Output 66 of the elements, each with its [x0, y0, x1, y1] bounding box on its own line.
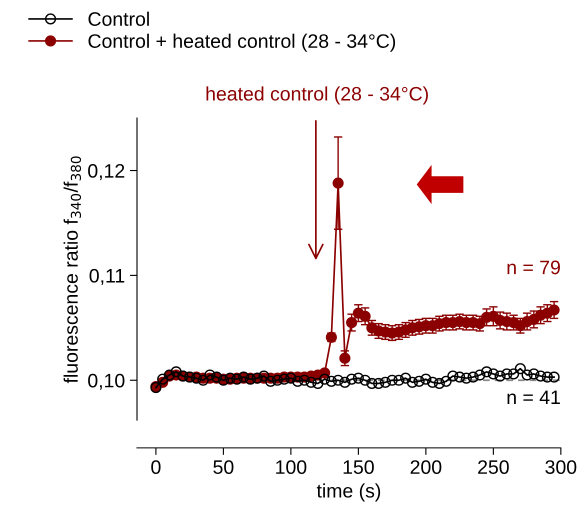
y-tick-label: 0,10: [88, 374, 124, 390]
point: [298, 374, 310, 386]
x-tick-label: 200: [410, 460, 442, 474]
point: [488, 368, 499, 380]
point: [468, 372, 479, 383]
point: [494, 370, 506, 382]
point: [339, 376, 350, 388]
point: [366, 378, 378, 389]
point: [440, 376, 452, 387]
x-tick-label: 150: [344, 460, 374, 474]
point: [326, 376, 337, 387]
point: [406, 376, 418, 388]
point: [514, 363, 526, 374]
point: [522, 369, 533, 381]
point: [528, 368, 540, 380]
point: [548, 304, 560, 316]
point: [319, 374, 330, 385]
point: [548, 372, 560, 383]
y-tick-label: 0,11: [90, 268, 124, 285]
y-tick-label: 0,12: [88, 164, 124, 180]
legend-label: Control + heated control (28 - 34°C): [88, 34, 396, 52]
point: [400, 372, 412, 384]
point: [204, 369, 216, 381]
point: [481, 366, 492, 378]
point: [332, 374, 344, 386]
point: [535, 370, 546, 382]
point: [427, 376, 438, 388]
point: [501, 368, 512, 380]
point: [454, 372, 466, 383]
point: [346, 317, 358, 328]
x-tick-label: 300: [545, 460, 576, 474]
point: [306, 376, 317, 388]
x-tick-label: 0: [151, 460, 161, 474]
point: [170, 366, 182, 378]
point: [474, 369, 486, 381]
point: [326, 332, 337, 343]
point: [339, 352, 350, 364]
point: [352, 372, 364, 384]
x-tick-label: 250: [478, 460, 509, 474]
point: [386, 374, 398, 386]
x-tick-label: 50: [213, 460, 234, 474]
point: [460, 372, 472, 384]
point: [542, 372, 553, 383]
point: [312, 378, 324, 389]
point: [447, 370, 458, 382]
point: [157, 374, 168, 385]
text: heated control (28 - 34°C): [206, 86, 428, 105]
annotation: n = 41: [508, 390, 560, 404]
point: [434, 378, 445, 389]
point: [332, 178, 344, 189]
x-tick-label: 100: [276, 460, 306, 474]
point: [414, 376, 425, 387]
point: [346, 374, 358, 385]
point: [265, 376, 276, 387]
annotation: n = 79: [508, 260, 560, 274]
point: [380, 376, 391, 388]
point: [420, 374, 432, 385]
point: [508, 368, 520, 380]
x-axis-title: time (s): [316, 483, 380, 502]
point: [292, 376, 304, 387]
legend-label: Control: [88, 12, 149, 26]
point: [373, 378, 384, 389]
y-axis-title: fluorescence ratio f$_{340}$/f$_{380}$: [64, 156, 82, 384]
point: [393, 374, 404, 386]
point: [360, 310, 371, 322]
point: [360, 374, 371, 386]
